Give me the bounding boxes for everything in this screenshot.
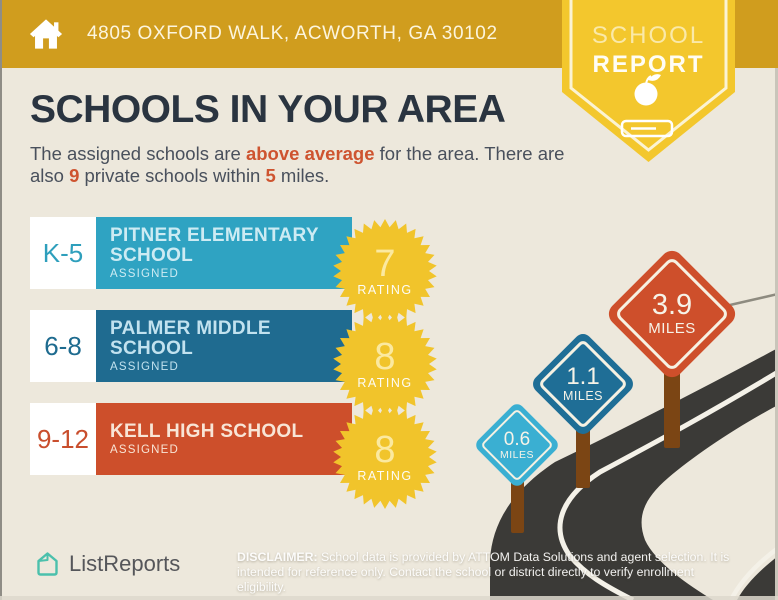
listreports-logo: ListReports bbox=[34, 549, 180, 579]
rating-label: RATING bbox=[357, 375, 413, 390]
rating-value: 7 bbox=[374, 242, 396, 285]
sign-unit: MILES bbox=[499, 448, 534, 461]
rating-starburst: 8 RATING bbox=[333, 405, 437, 509]
distance-sign-large: 3.9 MILES bbox=[604, 246, 740, 382]
badge-title-line1: SCHOOL bbox=[591, 22, 706, 49]
sign-distance: 3.9 bbox=[651, 289, 693, 321]
summary-seg: The assigned schools are bbox=[30, 143, 246, 164]
sign-distance: 1.1 bbox=[566, 363, 600, 390]
school-status: ASSIGNED bbox=[110, 444, 180, 456]
distance-sign-small: 0.6 MILES bbox=[473, 401, 561, 489]
school-name: PITNER ELEMENTARY SCHOOL bbox=[110, 225, 319, 266]
road-corner-piece bbox=[737, 556, 778, 600]
screenshot-edge bbox=[0, 596, 778, 600]
apple-icon bbox=[634, 74, 661, 106]
badge-title-line2: REPORT bbox=[592, 51, 705, 78]
summary-seg: miles. bbox=[275, 165, 330, 186]
house-icon bbox=[29, 19, 63, 49]
school-row-high: 9-12 KELL HIGH SCHOOL ASSIGNED 8 RATING bbox=[30, 403, 440, 509]
badge-shape bbox=[562, 0, 735, 162]
summary-text: The assigned schools are above average f… bbox=[30, 143, 566, 187]
school-bar: PITNER ELEMENTARY SCHOOL ASSIGNED bbox=[96, 217, 352, 289]
road-corner-line bbox=[728, 546, 778, 600]
disclaimer-label: DISCLAIMER: bbox=[237, 550, 318, 564]
summary-seg: for the area. There are also bbox=[30, 143, 565, 186]
brand-name: ListReports bbox=[69, 551, 181, 576]
page-title: SCHOOLS IN YOUR AREA bbox=[30, 88, 506, 131]
sign-distance: 0.6 bbox=[503, 428, 531, 450]
grade-range-badge: 9-12 bbox=[30, 403, 96, 475]
sign-unit: MILES bbox=[562, 389, 603, 403]
summary-highlight-above-average: above average bbox=[245, 143, 375, 164]
school-bar: KELL HIGH SCHOOL ASSIGNED bbox=[96, 403, 352, 475]
school-name: PALMER MIDDLE SCHOOL bbox=[110, 318, 271, 359]
rating-starburst: 7 RATING bbox=[333, 219, 437, 323]
badge-inner-border bbox=[569, 0, 728, 152]
grade-range-badge: 6-8 bbox=[30, 310, 96, 382]
grade-range-badge: K-5 bbox=[30, 217, 96, 289]
school-row-middle: 6-8 PALMER MIDDLE SCHOOL ASSIGNED 8 RATI… bbox=[30, 310, 440, 416]
rating-label: RATING bbox=[357, 282, 413, 297]
rating-starburst: 8 RATING bbox=[333, 312, 437, 416]
disclaimer-text: DISCLAIMER: School data is provided by A… bbox=[237, 550, 745, 595]
road-center-line bbox=[557, 369, 778, 600]
school-report-badge: SCHOOL REPORT bbox=[562, 0, 735, 162]
disclaimer-body: School data is provided by ATTOM Data So… bbox=[237, 550, 730, 594]
property-address: 4805 OXFORD WALK, ACWORTH, GA 30102 bbox=[87, 23, 498, 44]
school-bar: PALMER MIDDLE SCHOOL ASSIGNED bbox=[96, 310, 352, 382]
school-status: ASSIGNED bbox=[110, 268, 180, 280]
summary-highlight-miles: 5 bbox=[265, 165, 276, 186]
screenshot-edge bbox=[775, 68, 778, 600]
distance-sign-medium: 1.1 MILES bbox=[529, 330, 637, 438]
screenshot-edge bbox=[0, 0, 2, 600]
sign-unit: MILES bbox=[648, 320, 696, 337]
school-status: ASSIGNED bbox=[110, 361, 180, 373]
summary-seg: private schools within bbox=[79, 165, 266, 186]
summary-highlight-count: 9 bbox=[69, 165, 80, 186]
rating-value: 8 bbox=[374, 428, 396, 471]
rating-label: RATING bbox=[357, 468, 413, 483]
listreports-house-icon bbox=[37, 552, 58, 576]
school-row-elementary: K-5 PITNER ELEMENTARY SCHOOL ASSIGNED 7 … bbox=[30, 217, 440, 323]
book-icon bbox=[620, 119, 674, 138]
school-name: KELL HIGH SCHOOL bbox=[110, 421, 304, 442]
rating-value: 8 bbox=[374, 335, 396, 378]
